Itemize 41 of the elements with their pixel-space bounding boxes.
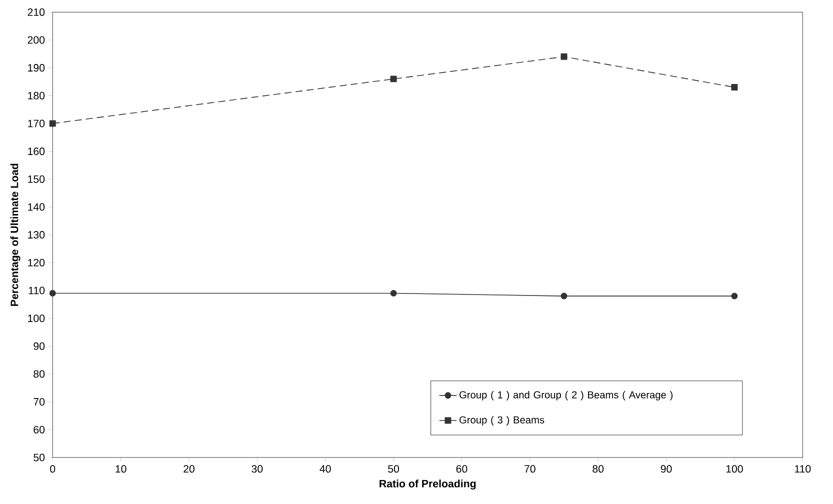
y-tick-label: 200: [28, 36, 45, 44]
point: [49, 120, 56, 127]
y-tick-label: 100: [28, 314, 45, 322]
y-tick-label: 60: [34, 426, 45, 434]
legend-label: Group ( 3 ) Beams: [460, 416, 544, 426]
y-tick-label: 80: [34, 370, 45, 378]
y-tick-label: 70: [34, 398, 45, 406]
y-tick-label: 90: [34, 342, 45, 350]
x-axis-title: Ratio of Preloading: [380, 480, 476, 490]
legend-label: Group ( 1 ) and Group ( 2 ) Beams ( Average ): [460, 390, 673, 400]
y-tick-label: 180: [28, 92, 45, 100]
y-tick-label: 50: [34, 454, 45, 462]
point: [731, 84, 738, 91]
y-tick-label: 110: [28, 286, 45, 294]
point: [390, 76, 397, 82]
x-tick-label: 100: [726, 465, 743, 473]
point: [731, 292, 738, 300]
x-tick-label: 70: [524, 465, 536, 473]
point: [390, 290, 397, 296]
x-tick-label: 40: [320, 465, 331, 473]
point: [560, 292, 568, 300]
y-tick-label: 170: [28, 120, 45, 128]
x-tick-label: 80: [592, 465, 604, 473]
x-tick-label: 110: [794, 465, 811, 473]
x-tick-label: 20: [184, 465, 194, 473]
y-tick-label: 120: [28, 258, 45, 266]
y-tick-label: 140: [28, 203, 45, 211]
y-tick-label: 150: [28, 175, 45, 183]
point: [560, 53, 568, 60]
x-tick-label: 10: [116, 465, 126, 473]
y-tick-label: 130: [28, 231, 45, 239]
x-tick-label: 60: [456, 465, 468, 473]
x-tick-label: 50: [388, 465, 400, 473]
point: [49, 290, 56, 296]
y-tick-label: 210: [28, 8, 45, 16]
x-tick-label: 0: [50, 465, 56, 473]
x-tick-label: 90: [660, 465, 672, 473]
y-axis-title: Percentage of Ultimate Load: [10, 164, 20, 306]
x-tick-label: 30: [252, 465, 263, 473]
y-tick-label: 190: [28, 64, 45, 72]
y-tick-label: 160: [28, 148, 45, 156]
